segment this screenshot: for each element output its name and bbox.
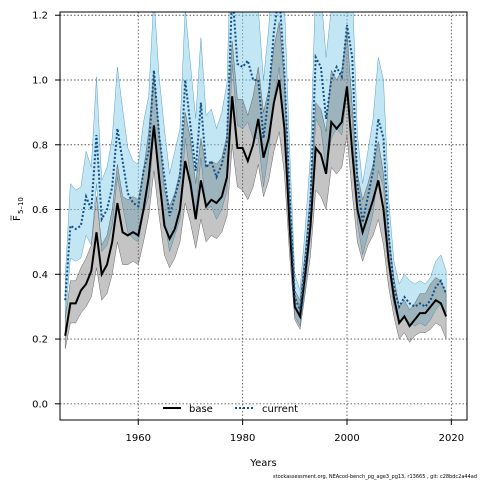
axes: 1960 1980 2000 2020 0.0 0.2 0.4 0.6 0.8 1.0 1.2 <box>32 11 464 444</box>
y-axis-title-subscript: 5–10 <box>17 197 25 214</box>
y-tick-label: 0.0 <box>32 399 48 410</box>
y-axis-title: F 5–10 <box>10 197 25 221</box>
x-tick-label: 1980 <box>230 433 255 444</box>
x-tick-label: 2020 <box>439 433 464 444</box>
y-tick-label: 0.8 <box>32 140 48 151</box>
footer-text: stockassessment.org, NEAcod-bench_pg_age… <box>273 474 477 480</box>
band-base <box>64 21 447 349</box>
y-axis-title-main: F <box>12 215 23 221</box>
line-base <box>64 79 448 336</box>
legend: base current <box>163 404 298 415</box>
x-tick-label: 2000 <box>334 433 359 444</box>
line-current <box>64 12 448 311</box>
confidence-bands <box>64 12 447 349</box>
y-tick-label: 0.2 <box>32 335 48 346</box>
plot-frame <box>59 11 468 421</box>
y-tick-label: 1.0 <box>32 76 48 87</box>
y-tick-label: 1.2 <box>32 11 48 22</box>
y-tick-label: 0.6 <box>32 205 48 216</box>
x-tick-label: 1960 <box>126 433 151 444</box>
x-axis-title: Years <box>249 458 276 469</box>
legend-label-current: current <box>262 404 298 415</box>
series-lines <box>64 12 448 336</box>
legend-label-base: base <box>189 404 213 415</box>
y-tick-label: 0.4 <box>32 270 48 281</box>
